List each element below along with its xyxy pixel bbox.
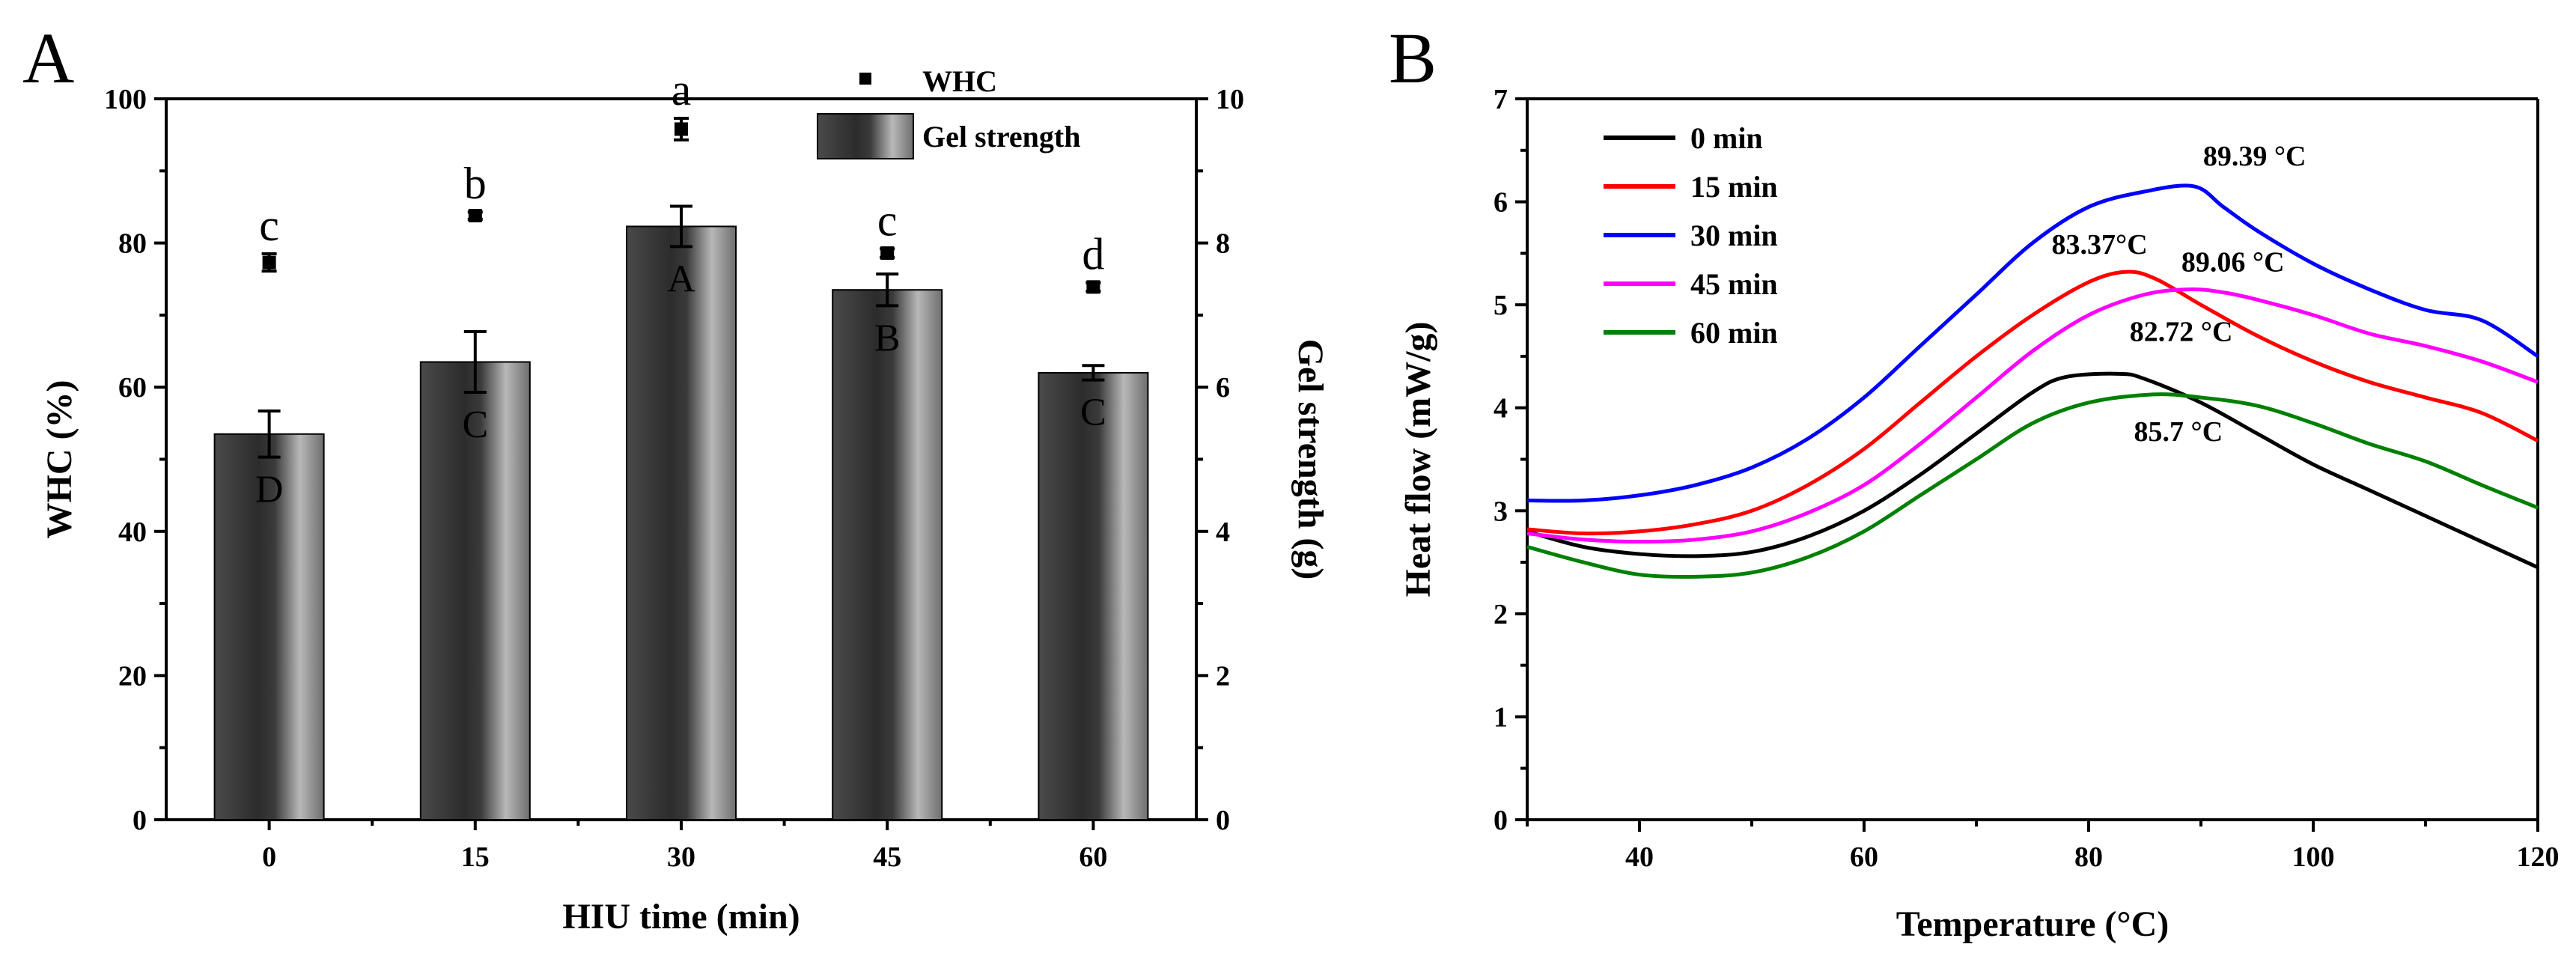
- panel-b-legend: 0 min 15 min 30 min 45 min 60 min: [1604, 121, 1778, 350]
- peak-temperature-annotation: 89.39 °C: [2203, 141, 2306, 172]
- panel-b-chart: B 0 1 2 3 4 5 6 7 40 60 80 100 120 89.39 °C 83.37°C 8…: [1389, 18, 2560, 944]
- whc-point: [262, 255, 276, 270]
- panel-a-letter: A: [22, 18, 74, 98]
- whc-point: [675, 122, 688, 136]
- legend-gel-strength-swatch: [817, 113, 914, 159]
- legend-whc-marker: [859, 73, 871, 85]
- whc-significance-letter: d: [1082, 230, 1104, 279]
- x-tick-label: 100: [2292, 841, 2335, 873]
- y2-tick-label: 4: [1216, 517, 1230, 548]
- x-tick-label: 60: [1850, 841, 1878, 873]
- panel-a-chart: A 0 20 40 60 80 100 0 2 4 6 8 10 0 15 30 45 60 D C A B C c…: [22, 18, 1330, 937]
- y-tick-label: 0: [1493, 805, 1508, 836]
- panel-b-letter: B: [1389, 18, 1437, 98]
- whc-point: [1086, 280, 1100, 294]
- x-tick-label: 15: [461, 841, 490, 873]
- gel-strength-bar: [1038, 371, 1149, 820]
- y-tick-label: 4: [1493, 393, 1508, 424]
- x-tick-label: 30: [667, 841, 695, 873]
- y2-tick-label: 10: [1216, 84, 1244, 115]
- y-tick-label: 80: [118, 228, 147, 260]
- x-tick-label: 40: [1625, 841, 1654, 873]
- dsc-curve-30-min: [1526, 183, 2539, 503]
- panel-a-y-axis-title: WHC (%): [40, 380, 79, 539]
- y-tick-label: 7: [1493, 84, 1508, 115]
- y-tick-label: 40: [118, 517, 147, 548]
- y-tick-label: 3: [1493, 496, 1508, 527]
- x-tick-label: 45: [873, 841, 901, 873]
- gel-strength-significance-letter: D: [255, 469, 284, 511]
- whc-significance-letter: b: [464, 159, 487, 208]
- y-tick-label: 20: [118, 660, 147, 692]
- y-tick-label: 60: [118, 372, 147, 404]
- whc-significance-letter: a: [672, 65, 692, 115]
- whc-significance-letter: c: [877, 195, 898, 245]
- dsc-curve-60-min: [1526, 392, 2539, 579]
- whc-point: [468, 209, 482, 223]
- peak-temperature-annotation: 82.72 °C: [2130, 316, 2233, 347]
- legend-whc-label: WHC: [922, 64, 997, 98]
- gel-strength-significance-letter: B: [874, 317, 901, 359]
- y-tick-label: 6: [1493, 187, 1508, 219]
- y2-tick-label: 8: [1216, 228, 1230, 260]
- gel-strength-bar: [626, 225, 737, 820]
- y-tick-label: 5: [1493, 290, 1508, 321]
- legend-label: 0 min: [1690, 121, 1763, 155]
- gel-strength-significance-letter: A: [667, 258, 695, 300]
- x-tick-label: 120: [2517, 841, 2560, 873]
- dsc-curve-45-min: [1526, 287, 2539, 544]
- y2-tick-label: 6: [1216, 372, 1230, 404]
- y-tick-label: 1: [1493, 701, 1508, 733]
- gel-strength-bar: [832, 289, 943, 820]
- whc-significance-letter: c: [259, 201, 279, 250]
- peak-temperature-annotation: 83.37°C: [2052, 229, 2148, 261]
- y-tick-label: 0: [133, 805, 147, 836]
- y-tick-label: 100: [104, 84, 147, 115]
- legend-label: 30 min: [1690, 219, 1778, 252]
- x-tick-label: 60: [1079, 841, 1107, 873]
- legend-gel-strength-label: Gel strength: [922, 120, 1080, 153]
- whc-point: [880, 246, 895, 261]
- legend-label: 45 min: [1690, 267, 1778, 301]
- panel-b-x-axis-title: Temperature (°C): [1896, 904, 2169, 944]
- dsc-curve-15-min: [1526, 270, 2539, 536]
- panel-a-y2-axis-title: Gel strength (g): [1291, 339, 1330, 580]
- peak-temperature-annotation: 89.06 °C: [2181, 247, 2285, 278]
- gel-strength-significance-letter: C: [462, 404, 488, 446]
- panel-b-y-axis-title: Heat flow (mW/g): [1398, 322, 1438, 597]
- legend-label: 60 min: [1690, 316, 1778, 350]
- peak-temperature-annotation: 85.7 °C: [2134, 416, 2223, 448]
- panel-a-legend: WHC Gel strength: [817, 64, 1080, 159]
- y2-tick-label: 2: [1216, 660, 1230, 692]
- legend-label: 15 min: [1690, 170, 1778, 204]
- dsc-curve-0-min: [1526, 371, 2539, 570]
- x-tick-label: 0: [262, 841, 276, 873]
- panel-a-x-axis-title: HIU time (min): [562, 897, 800, 937]
- y2-tick-label: 0: [1216, 805, 1230, 836]
- gel-strength-bar: [419, 361, 531, 820]
- x-tick-label: 80: [2074, 841, 2103, 873]
- gel-strength-significance-letter: C: [1080, 392, 1106, 434]
- y-tick-label: 2: [1493, 599, 1508, 630]
